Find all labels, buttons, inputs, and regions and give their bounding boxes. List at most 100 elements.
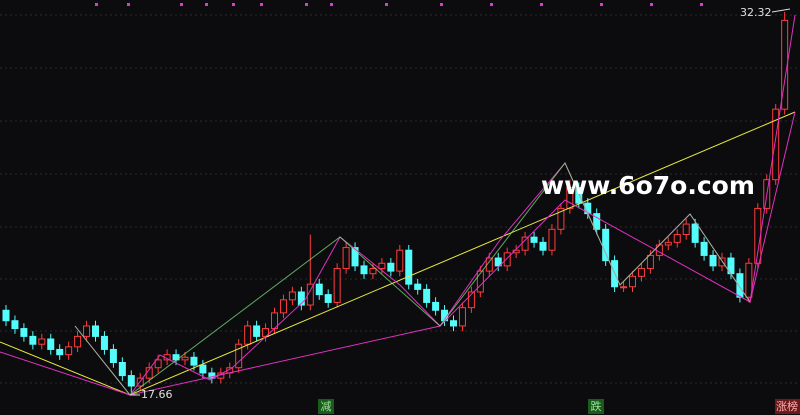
dot <box>330 3 333 6</box>
candle-body <box>2 309 10 322</box>
candle-body <box>512 249 520 254</box>
candle-body <box>369 267 377 275</box>
marker-box <box>588 399 604 414</box>
candle-body <box>74 335 82 348</box>
candle-body <box>718 257 726 267</box>
candle-body <box>682 223 690 236</box>
candle-body <box>620 286 628 289</box>
candle-body <box>297 291 305 306</box>
candle-body <box>691 223 699 243</box>
candle-body <box>772 108 780 181</box>
candle-body <box>450 320 457 327</box>
high-arrow <box>771 8 791 13</box>
candle-body <box>100 335 108 350</box>
candle-body <box>521 236 529 251</box>
candle-body <box>485 257 493 272</box>
high-label: 32.32 <box>740 6 772 19</box>
candle-body <box>700 241 708 256</box>
candle-body <box>629 275 636 288</box>
candle-body <box>602 228 610 262</box>
candle-body <box>673 234 681 243</box>
candle-body <box>154 359 162 369</box>
watermark: www.6o7o.com <box>541 171 755 200</box>
candle-body <box>190 356 198 366</box>
candle-body <box>414 283 422 290</box>
dot <box>385 3 388 6</box>
candle-body <box>29 335 37 345</box>
candle-body <box>118 362 126 377</box>
dot <box>95 3 98 6</box>
low-label: 17.66 <box>141 388 173 401</box>
candle-body <box>38 338 46 345</box>
candle-body <box>387 262 395 272</box>
marker: 跌 <box>591 399 602 413</box>
grid <box>0 14 800 384</box>
zigzag-line <box>74 162 751 396</box>
candle-body <box>432 301 440 311</box>
trend-line <box>0 111 796 396</box>
candle-body <box>109 348 117 364</box>
candle-body <box>458 307 466 327</box>
candle-body <box>736 273 744 298</box>
candle-body <box>199 364 207 374</box>
candle-body <box>208 372 216 379</box>
candle-body <box>360 265 368 275</box>
top-dots <box>95 3 703 6</box>
candle-body <box>530 236 538 243</box>
candle-body <box>593 213 601 230</box>
candle-body <box>11 320 19 330</box>
candle-body <box>423 288 431 303</box>
candle-body <box>566 187 574 209</box>
dot <box>205 3 208 6</box>
candle-body <box>557 207 565 230</box>
dot <box>260 3 263 6</box>
candle-body <box>494 257 502 267</box>
candle-body <box>127 375 135 387</box>
dot <box>600 3 603 6</box>
candle-body <box>244 325 252 345</box>
candle-body <box>279 299 287 314</box>
candle-body <box>503 252 511 267</box>
dot <box>127 3 130 6</box>
candle-body <box>92 325 99 337</box>
candle-body <box>664 241 672 246</box>
candle-body <box>181 356 189 361</box>
candle-body <box>56 348 64 356</box>
dot <box>490 3 493 6</box>
candle-body <box>47 338 55 350</box>
candle-body <box>405 249 413 285</box>
candle-body <box>467 291 475 309</box>
dot <box>305 3 308 6</box>
candle-body <box>646 254 654 269</box>
candle-body <box>20 328 28 337</box>
dot <box>540 3 543 6</box>
dot <box>232 3 235 6</box>
candle-body <box>288 291 296 301</box>
candle-body <box>539 241 547 251</box>
candle-body <box>745 262 753 298</box>
candle-body <box>342 247 350 269</box>
candle-body <box>709 254 717 267</box>
dot <box>700 3 703 6</box>
candle-body <box>476 270 484 293</box>
candle-body <box>324 294 332 303</box>
candle-body <box>333 267 341 303</box>
candle-body <box>396 249 404 272</box>
dot <box>180 3 183 6</box>
candle-body <box>351 247 359 267</box>
candle-body <box>253 325 261 337</box>
candle-body <box>548 228 556 251</box>
marker: 涨榜 <box>776 399 798 413</box>
candle-body <box>575 187 583 204</box>
candle-body <box>65 346 73 356</box>
marker-box <box>318 399 334 414</box>
marker-box <box>775 399 800 414</box>
marker: 减 <box>321 400 332 413</box>
candle-body <box>235 343 243 369</box>
candle-body <box>306 283 314 306</box>
candle-body <box>315 283 323 296</box>
candle-body <box>83 325 91 337</box>
